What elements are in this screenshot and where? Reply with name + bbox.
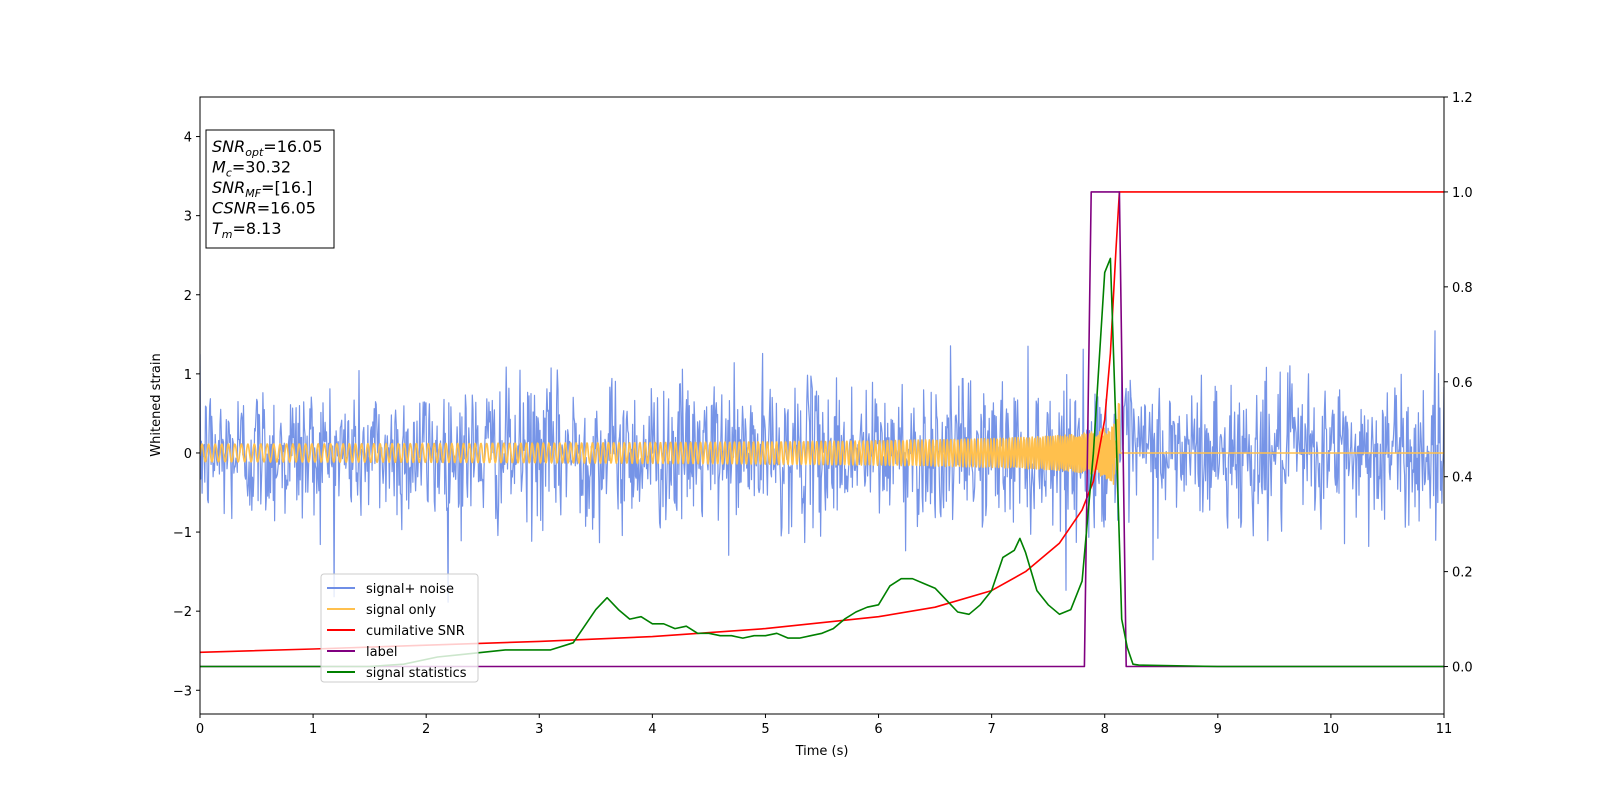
- annotation-frame: [205, 129, 335, 249]
- x-tick-label: 8: [1101, 722, 1109, 737]
- plot-frame: [199, 96, 1445, 715]
- series-line-4: [200, 257, 1444, 668]
- legend-label-4: signal statistics: [366, 666, 467, 681]
- y-tick-label-left: 1: [184, 368, 192, 383]
- y-tick-label-left: 3: [184, 210, 192, 225]
- x-tick-label: 10: [1323, 722, 1340, 737]
- y-tick-label-left: 0: [184, 447, 192, 462]
- x-tick-label: 0: [196, 722, 204, 737]
- y-tick-label-right: 1.2: [1452, 91, 1473, 106]
- y-tick-label-right: 1.0: [1452, 186, 1473, 201]
- y-tick-label-left: −1: [173, 526, 192, 541]
- legend-label-0: signal+ noise: [366, 582, 454, 597]
- annotation-line-3: CSNR=16.05: [212, 199, 316, 218]
- x-axis-title: Time (s): [795, 744, 849, 759]
- series-line-1: [200, 402, 1444, 495]
- x-tick-label: 5: [761, 722, 769, 737]
- ticks-layer: 0 1 2 3 4 5 6 7 8 9 10 11 −3 −2 −1 0 1 2 3 4 0.0 0.2 0.4 0.6 0.8…: [173, 91, 1473, 737]
- y-tick-label-left: 2: [184, 289, 192, 304]
- series-line-0: [200, 330, 1444, 603]
- x-tick-label: 4: [648, 722, 656, 737]
- legend-label-1: signal only: [366, 603, 436, 618]
- x-tick-label: 2: [422, 722, 430, 737]
- x-tick-label: 3: [535, 722, 543, 737]
- y-tick-label-right: 0.6: [1452, 376, 1473, 391]
- series-layer: [200, 191, 1444, 668]
- y-tick-label-left: −3: [173, 684, 192, 699]
- x-tick-label: 11: [1436, 722, 1453, 737]
- legend-frame: [320, 573, 479, 683]
- x-tick-label: 1: [309, 722, 317, 737]
- annotation-line-4: Tm=8.13: [212, 219, 282, 241]
- annotation-line-2: SNRMF=[16.]: [212, 178, 312, 200]
- y-tick-label-right: 0.4: [1452, 471, 1473, 486]
- annotation-box: SNRopt=16.05Mc=30.32SNRMF=[16.]CSNR=16.0…: [205, 129, 335, 249]
- legend-label-3: label: [366, 645, 397, 660]
- x-tick-label: 6: [874, 722, 882, 737]
- y-tick-label-left: −2: [173, 605, 192, 620]
- y-axis-title: Whitened strain: [149, 353, 164, 456]
- y-tick-label-right: 0.8: [1452, 281, 1473, 296]
- legend-label-2: cumilative SNR: [366, 624, 465, 639]
- y-tick-label-right: 0.0: [1452, 661, 1473, 676]
- annotation-line-1: Mc=30.32: [212, 158, 291, 180]
- legend: signal+ noise signal only cumilative SNR la…: [320, 573, 479, 683]
- annotation-line-0: SNRopt=16.05: [212, 137, 323, 159]
- x-tick-label: 9: [1214, 722, 1222, 737]
- x-tick-label: 7: [987, 722, 995, 737]
- y-tick-label-left: 4: [184, 131, 192, 146]
- y-tick-label-right: 0.2: [1452, 566, 1473, 581]
